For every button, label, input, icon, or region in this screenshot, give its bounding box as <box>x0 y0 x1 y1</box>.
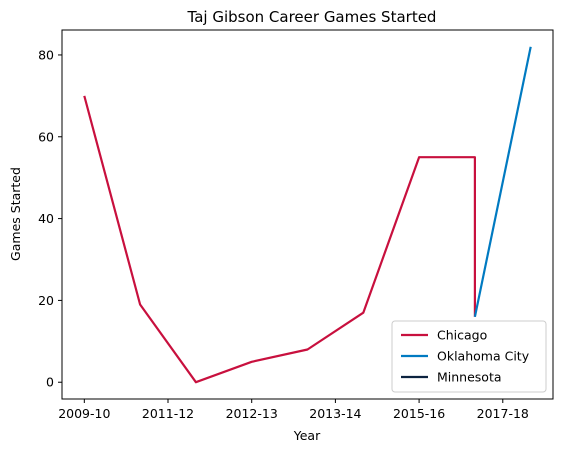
legend-label: Minnesota <box>437 370 502 385</box>
x-tick-label: 2009-10 <box>58 406 110 421</box>
chart-title: Taj Gibson Career Games Started <box>187 8 437 26</box>
legend-label: Oklahoma City <box>437 349 530 364</box>
y-tick-label: 20 <box>38 293 54 308</box>
y-tick-label: 0 <box>46 375 54 390</box>
series-line-chicago <box>83 95 476 384</box>
legend-label: Chicago <box>437 328 487 343</box>
y-tick-label: 60 <box>38 129 54 144</box>
x-axis: 2009-10 2011-12 2012-13 2013-14 2015-16 2017-… <box>58 399 529 421</box>
y-axis-label: Games Started <box>8 167 23 261</box>
x-tick-label: 2015-16 <box>393 406 445 421</box>
y-tick-label: 80 <box>38 47 54 62</box>
y-axis: 0 20 40 60 80 <box>38 47 62 390</box>
series-line-oklahoma-city <box>473 46 532 318</box>
x-axis-label: Year <box>293 428 321 443</box>
y-tick-label: 40 <box>38 211 54 226</box>
x-tick-label: 2017-18 <box>477 406 529 421</box>
x-tick-label: 2012-13 <box>226 406 278 421</box>
x-tick-label: 2013-14 <box>309 406 361 421</box>
legend: Chicago Oklahoma City Minnesota <box>391 320 547 393</box>
plot-area <box>83 46 532 384</box>
legend-box <box>391 320 547 393</box>
plot-frame <box>61 29 554 400</box>
x-tick-label: 2011-12 <box>142 406 194 421</box>
